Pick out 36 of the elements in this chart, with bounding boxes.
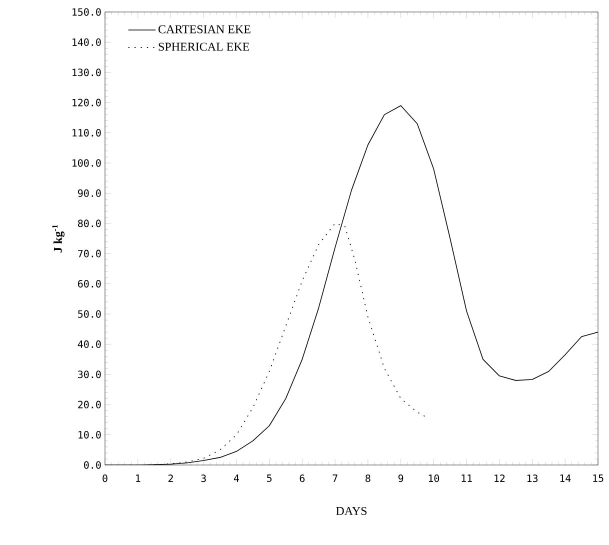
x-tick-label: 6 [300, 474, 305, 482]
y-tick-label: 60.0 [78, 280, 101, 288]
x-tick-label: 10 [428, 474, 440, 482]
x-tick-label: 13 [527, 474, 538, 482]
y-tick-label: 150.0 [72, 8, 101, 16]
x-tick-label: 3 [201, 474, 206, 482]
y-tick-label: 90.0 [78, 189, 101, 197]
x-tick-label: 11 [462, 474, 472, 482]
legend-label: CARTESIAN EKE [158, 25, 250, 34]
x-tick-label: 15 [593, 474, 604, 482]
y-tick-label: 40.0 [78, 340, 101, 348]
y-tick-label: 10.0 [78, 431, 101, 439]
y-tick-label: 70.0 [78, 250, 101, 258]
y-tick-label: 110.0 [72, 129, 101, 137]
x-tick-label: 0 [102, 474, 108, 482]
x-tick-label: 9 [398, 474, 404, 482]
x-tick-label: 5 [267, 474, 272, 482]
y-tick-label: 20.0 [78, 400, 101, 408]
x-tick-label: 14 [560, 474, 571, 482]
x-tick-label: 2 [168, 474, 173, 482]
y-tick-label: 120.0 [72, 98, 101, 106]
y-axis-title: J kg$^{-1}$ [52, 224, 64, 252]
y-tick-label: 130.0 [72, 68, 101, 76]
y-tick-label: 80.0 [78, 220, 101, 228]
y-tick-label: 50.0 [78, 310, 101, 318]
x-tick-label: 7 [332, 474, 338, 482]
x-tick-label: 1 [136, 474, 140, 482]
x-tick-label: 12 [494, 474, 505, 482]
x-tick-label: 4 [234, 474, 240, 482]
y-tick-label: 100.0 [72, 159, 101, 167]
y-tick-label: 0.0 [84, 461, 101, 469]
y-tick-label: 140.0 [72, 38, 101, 46]
x-axis-title: DAYS [336, 506, 367, 516]
y-tick-label: 30.0 [78, 370, 101, 378]
x-tick-label: 8 [366, 474, 370, 482]
legend-label: SPHERICAL EKE [158, 42, 250, 51]
